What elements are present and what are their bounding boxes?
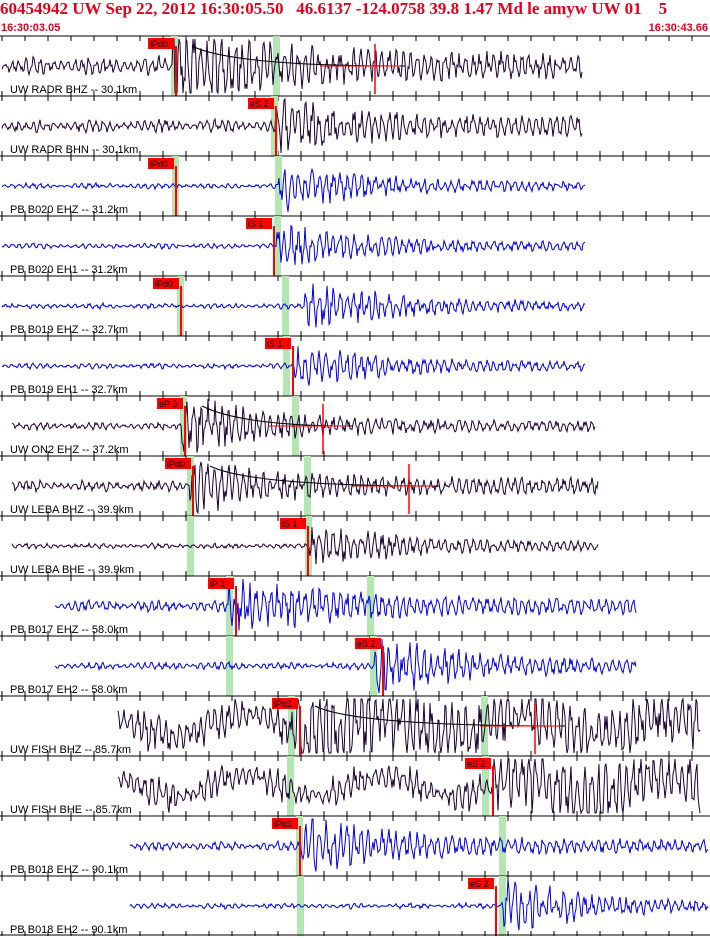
end-time-label: 16:30:43.66: [648, 22, 708, 34]
waveform: [129, 878, 709, 931]
waveform: [1, 167, 586, 212]
pick-label-box: [208, 578, 234, 589]
pick-band: [226, 576, 233, 636]
station-label: UW RADR BHN -- 30.1km: [10, 144, 138, 156]
pick-label: iPd0: [150, 159, 168, 169]
trace-row: iPd0 UW LEBA BHZ -- 39.9km: [0, 455, 710, 516]
pick-label-box: [465, 758, 491, 769]
pick-label-box: [157, 398, 183, 409]
trace-row: iP 1 PB B017 EHZ -- 58.0km: [0, 575, 710, 636]
station-label: UW LEBA BHE -- 39.9km: [10, 564, 134, 576]
pick-label-box: [153, 278, 179, 289]
pick-label-box: [248, 98, 274, 109]
pick-band: [275, 156, 282, 216]
station-label: PB B020 EHZ -- 31.2km: [10, 204, 128, 216]
station-label: UW LEBA BHZ -- 39.9km: [10, 504, 133, 516]
waveform: [54, 578, 637, 631]
waveform: [54, 638, 637, 694]
station-label: PB B018 EH2 -- 90.1km: [10, 924, 127, 936]
start-time-label: 16:30:03.05: [1, 22, 61, 34]
pick-label: eS 2: [250, 99, 269, 109]
trace-row: iPd1 PB B018 EHZ -- 90.1km: [0, 815, 710, 876]
station-label: PB B018 EHZ -- 90.1km: [10, 864, 128, 876]
waveform: [11, 461, 599, 514]
waveform: [117, 758, 701, 815]
pick-band: [187, 456, 194, 516]
station-label: UW ON2 EHZ -- 37.2km: [10, 444, 129, 456]
pick-label-box: [272, 698, 298, 709]
trace-row: eS 2 PB B018 EH2 -- 90.1km: [0, 875, 710, 936]
waveform: [1, 97, 583, 154]
coda-decay-curve: [314, 705, 566, 727]
pick-label-box: [246, 218, 272, 229]
trace-row: iPd0 UW RADR BHZ -- 30.1km: [0, 35, 710, 96]
pick-band: [271, 96, 278, 156]
pick-label: iS 1: [267, 339, 283, 349]
pick-label: eS 2: [357, 639, 376, 649]
trace-row: eS 2 UW FISH BHE -- 85.7km: [0, 755, 710, 816]
pick-label-box: [272, 818, 298, 829]
pick-label: iS 1: [282, 519, 298, 529]
waveform: [129, 818, 709, 872]
station-label: PB B019 EHZ -- 32.7km: [10, 324, 128, 336]
trace-row: eS 2 UW RADR BHN -- 30.1km: [0, 95, 710, 156]
waveform: [117, 697, 701, 754]
waveform: [1, 38, 583, 95]
station-label: PB B017 EHZ -- 58.0km: [10, 624, 128, 636]
station-label: UW FISH BHE -- 85.7km: [10, 804, 132, 816]
pick-label-box: [265, 338, 291, 349]
pick-label: iPd1: [274, 819, 292, 829]
pick-label-box: [148, 158, 174, 169]
station-label: PB B017 EH2 -- 58.0km: [10, 684, 127, 696]
station-label: UW RADR BHZ -- 30.1km: [10, 84, 137, 96]
pick-band: [287, 756, 294, 816]
pick-label-box: [280, 518, 306, 529]
trace-row: iS 1 PB B020 EH1 -- 31.2km: [0, 215, 710, 276]
pick-label-box: [148, 38, 174, 49]
waveform: [1, 283, 586, 328]
station-label: UW FISH BHZ -- 85.7km: [10, 744, 131, 756]
pick-label-box: [355, 638, 381, 649]
pick-label: eP 3: [159, 399, 177, 409]
event-header-title: 60454942 UW Sep 22, 2012 16:30:05.50 46.…: [0, 0, 668, 18]
waveform: [11, 398, 596, 453]
pick-label: iPd0: [150, 39, 168, 49]
trace-row: iS 1 PB B019 EH1 -- 32.7km: [0, 335, 710, 396]
pick-label: iPd0: [155, 279, 173, 289]
pick-band: [274, 216, 281, 276]
pick-band: [187, 516, 194, 576]
trace-row: iPd0 PB B019 EHZ -- 32.7km: [0, 275, 710, 336]
waveform: [1, 224, 586, 265]
trace-row: iPd0 PB B020 EHZ -- 31.2km: [0, 155, 710, 216]
pick-band: [273, 36, 280, 96]
pick-label-box: [468, 878, 494, 889]
waveform: [11, 527, 599, 565]
pick-label: eS 2: [467, 759, 486, 769]
pick-label: iS 1: [248, 219, 264, 229]
trace-row: eS 2 PB B017 EH2 -- 58.0km: [0, 635, 710, 696]
pick-label-box: [165, 458, 191, 469]
pick-label: iP 1: [210, 579, 225, 589]
station-label: PB B019 EH1 -- 32.7km: [10, 384, 127, 396]
pick-label: iPd1: [274, 699, 292, 709]
pick-label: iPd0: [167, 459, 185, 469]
trace-row: eP 3 UW ON2 EHZ -- 37.2km: [0, 395, 710, 456]
pick-band: [180, 396, 187, 456]
trace-row: iS 1 UW LEBA BHE -- 39.9km: [0, 515, 710, 576]
station-label: PB B020 EH1 -- 31.2km: [10, 264, 127, 276]
pick-label: eS 2: [470, 879, 489, 889]
trace-row: iPd1 UW FISH BHZ -- 85.7km: [0, 695, 710, 756]
